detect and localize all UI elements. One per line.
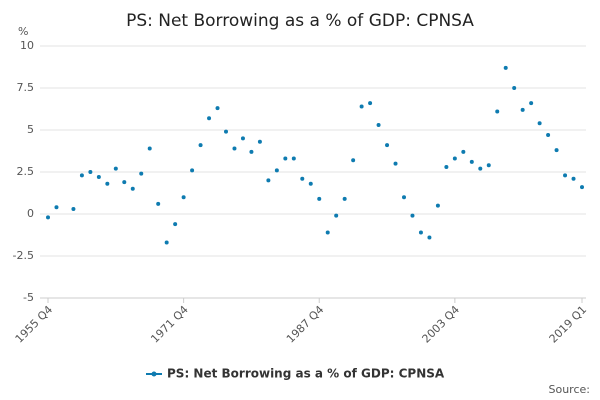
x-tick-label: 1955 Q4: [13, 303, 56, 346]
point: [427, 235, 432, 240]
point: [224, 129, 228, 134]
point: [478, 166, 483, 171]
point: [359, 104, 364, 109]
y-tick-label: 2.5: [17, 165, 35, 178]
y-tick-label: 5: [27, 123, 34, 136]
point: [520, 107, 525, 112]
point: [444, 164, 449, 169]
point: [300, 176, 305, 181]
point: [46, 215, 50, 220]
x-tick-label: 1987 Q4: [284, 303, 327, 346]
point: [537, 121, 542, 126]
source: Source:: [549, 383, 591, 396]
point: [529, 101, 534, 106]
x-tick-label: 2019 Q1: [547, 303, 590, 346]
y-tick-label: -2.5: [13, 249, 34, 262]
point: [122, 180, 127, 185]
point: [88, 170, 93, 174]
point: [215, 106, 220, 111]
point: [368, 101, 373, 106]
point: [164, 240, 169, 245]
point: [503, 65, 508, 70]
point: [308, 181, 313, 186]
point: [232, 146, 237, 151]
point: [257, 139, 262, 144]
point: [512, 86, 517, 90]
point: [495, 109, 500, 114]
legend-label: PS: Net Borrowing as a % of GDP: CPNSA: [167, 367, 445, 381]
point: [130, 186, 135, 191]
point: [139, 171, 144, 176]
point: [274, 168, 279, 173]
point: [334, 213, 339, 218]
point: [376, 122, 381, 127]
point: [96, 175, 101, 180]
legend-marker: [151, 371, 157, 377]
point: [54, 205, 59, 210]
point: [198, 143, 203, 148]
point: [317, 196, 322, 201]
y-tick-label: -5: [23, 291, 34, 304]
point: [249, 149, 254, 154]
point: [452, 156, 457, 161]
point: [79, 173, 84, 178]
x-tick-label: 1971 Q4: [148, 303, 191, 346]
chart-title: PS: Net Borrowing as a % of GDP: CPNSA: [126, 11, 474, 31]
point: [207, 116, 212, 121]
point: [418, 230, 423, 235]
point: [385, 143, 390, 148]
point: [410, 213, 415, 218]
y-tick-label: 0: [27, 207, 34, 220]
point: [461, 149, 466, 154]
point: [435, 203, 440, 208]
y-axis-label: %: [18, 25, 28, 38]
point: [181, 195, 186, 200]
x-tick-label: 2003 Q4: [420, 303, 463, 346]
point: [105, 181, 110, 186]
y-tick-label: 7.5: [17, 81, 35, 94]
point: [393, 161, 398, 166]
point: [190, 168, 195, 173]
point: [156, 201, 161, 206]
point: [291, 156, 296, 161]
point: [351, 158, 356, 163]
point: [554, 148, 559, 153]
point: [486, 163, 491, 168]
point: [325, 230, 330, 235]
point: [402, 195, 406, 200]
point: [469, 159, 474, 164]
point: [563, 173, 568, 178]
point: [283, 156, 288, 161]
point: [71, 206, 76, 211]
point: [342, 196, 347, 201]
point: [240, 136, 245, 141]
y-tick-label: 10: [20, 39, 34, 52]
point: [147, 146, 152, 151]
point: [266, 178, 271, 183]
point: [113, 166, 118, 171]
point: [571, 176, 576, 181]
point: [173, 222, 178, 227]
point: [580, 185, 584, 190]
point: [546, 133, 551, 138]
